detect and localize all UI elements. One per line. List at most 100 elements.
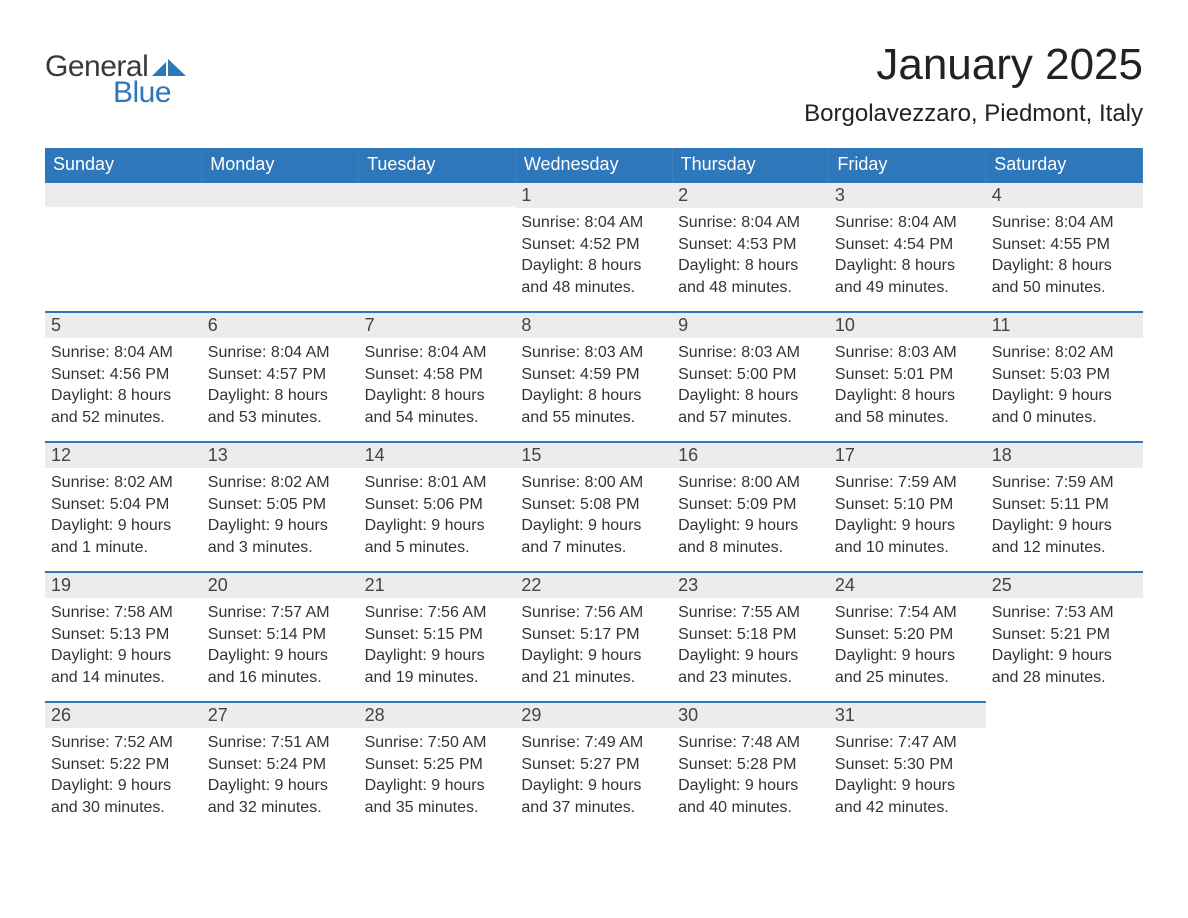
day-number: 29 bbox=[515, 703, 672, 728]
sunrise-text: Sunrise: 7:55 AM bbox=[678, 602, 823, 624]
day-number bbox=[45, 183, 202, 207]
daylight-line1: Daylight: 9 hours bbox=[365, 515, 510, 537]
sunset-text: Sunset: 5:22 PM bbox=[51, 754, 196, 776]
sunset-text: Sunset: 4:57 PM bbox=[208, 364, 353, 386]
day-number: 9 bbox=[672, 313, 829, 338]
month-title: January 2025 bbox=[804, 40, 1143, 90]
daylight-line2: and 8 minutes. bbox=[678, 537, 823, 559]
day-details: Sunrise: 7:56 AMSunset: 5:17 PMDaylight:… bbox=[515, 598, 672, 698]
sunrise-text: Sunrise: 8:04 AM bbox=[365, 342, 510, 364]
empty-cell bbox=[986, 702, 1143, 832]
day-cell: 23Sunrise: 7:55 AMSunset: 5:18 PMDayligh… bbox=[672, 572, 829, 702]
daylight-line2: and 30 minutes. bbox=[51, 797, 196, 819]
day-number: 23 bbox=[672, 573, 829, 598]
daylight-line2: and 21 minutes. bbox=[521, 667, 666, 689]
day-cell: 27Sunrise: 7:51 AMSunset: 5:24 PMDayligh… bbox=[202, 702, 359, 832]
daylight-line1: Daylight: 9 hours bbox=[208, 515, 353, 537]
day-number: 6 bbox=[202, 313, 359, 338]
day-number bbox=[202, 183, 359, 207]
day-cell: 8Sunrise: 8:03 AMSunset: 4:59 PMDaylight… bbox=[515, 312, 672, 442]
day-details: Sunrise: 8:01 AMSunset: 5:06 PMDaylight:… bbox=[359, 468, 516, 568]
daylight-line2: and 35 minutes. bbox=[365, 797, 510, 819]
weekday-header: Tuesday bbox=[359, 148, 516, 182]
day-details: Sunrise: 7:47 AMSunset: 5:30 PMDaylight:… bbox=[829, 728, 986, 828]
sunrise-text: Sunrise: 7:59 AM bbox=[992, 472, 1137, 494]
sunrise-text: Sunrise: 7:56 AM bbox=[365, 602, 510, 624]
daylight-line1: Daylight: 8 hours bbox=[365, 385, 510, 407]
sunset-text: Sunset: 5:20 PM bbox=[835, 624, 980, 646]
day-cell: 1Sunrise: 8:04 AMSunset: 4:52 PMDaylight… bbox=[515, 182, 672, 312]
calendar-week-row: 5Sunrise: 8:04 AMSunset: 4:56 PMDaylight… bbox=[45, 312, 1143, 442]
sunset-text: Sunset: 5:08 PM bbox=[521, 494, 666, 516]
day-details: Sunrise: 8:03 AMSunset: 5:00 PMDaylight:… bbox=[672, 338, 829, 438]
day-details: Sunrise: 7:54 AMSunset: 5:20 PMDaylight:… bbox=[829, 598, 986, 698]
daylight-line2: and 0 minutes. bbox=[992, 407, 1137, 429]
day-cell: 28Sunrise: 7:50 AMSunset: 5:25 PMDayligh… bbox=[359, 702, 516, 832]
day-cell: 10Sunrise: 8:03 AMSunset: 5:01 PMDayligh… bbox=[829, 312, 986, 442]
sunrise-text: Sunrise: 8:04 AM bbox=[208, 342, 353, 364]
daylight-line2: and 52 minutes. bbox=[51, 407, 196, 429]
sunset-text: Sunset: 5:21 PM bbox=[992, 624, 1137, 646]
sunset-text: Sunset: 4:56 PM bbox=[51, 364, 196, 386]
sunset-text: Sunset: 5:13 PM bbox=[51, 624, 196, 646]
sunset-text: Sunset: 4:55 PM bbox=[992, 234, 1137, 256]
sunset-text: Sunset: 5:30 PM bbox=[835, 754, 980, 776]
day-details: Sunrise: 7:59 AMSunset: 5:11 PMDaylight:… bbox=[986, 468, 1143, 568]
daylight-line1: Daylight: 8 hours bbox=[521, 385, 666, 407]
sunrise-text: Sunrise: 7:51 AM bbox=[208, 732, 353, 754]
daylight-line1: Daylight: 9 hours bbox=[208, 775, 353, 797]
daylight-line2: and 49 minutes. bbox=[835, 277, 980, 299]
day-number: 11 bbox=[986, 313, 1143, 338]
day-cell: 12Sunrise: 8:02 AMSunset: 5:04 PMDayligh… bbox=[45, 442, 202, 572]
day-number bbox=[986, 702, 1143, 726]
sunrise-text: Sunrise: 8:03 AM bbox=[678, 342, 823, 364]
daylight-line2: and 28 minutes. bbox=[992, 667, 1137, 689]
day-cell: 30Sunrise: 7:48 AMSunset: 5:28 PMDayligh… bbox=[672, 702, 829, 832]
sunrise-text: Sunrise: 7:52 AM bbox=[51, 732, 196, 754]
sunrise-text: Sunrise: 7:49 AM bbox=[521, 732, 666, 754]
sunset-text: Sunset: 5:15 PM bbox=[365, 624, 510, 646]
day-number: 26 bbox=[45, 703, 202, 728]
sunrise-text: Sunrise: 8:04 AM bbox=[678, 212, 823, 234]
sunset-text: Sunset: 5:25 PM bbox=[365, 754, 510, 776]
day-number: 10 bbox=[829, 313, 986, 338]
day-cell: 13Sunrise: 8:02 AMSunset: 5:05 PMDayligh… bbox=[202, 442, 359, 572]
weekday-header: Saturday bbox=[986, 148, 1143, 182]
daylight-line1: Daylight: 8 hours bbox=[678, 255, 823, 277]
sunset-text: Sunset: 5:04 PM bbox=[51, 494, 196, 516]
sunset-text: Sunset: 5:28 PM bbox=[678, 754, 823, 776]
day-details: Sunrise: 8:00 AMSunset: 5:08 PMDaylight:… bbox=[515, 468, 672, 568]
daylight-line1: Daylight: 9 hours bbox=[51, 645, 196, 667]
calendar-week-row: 12Sunrise: 8:02 AMSunset: 5:04 PMDayligh… bbox=[45, 442, 1143, 572]
daylight-line1: Daylight: 8 hours bbox=[992, 255, 1137, 277]
logo-text-blue: Blue bbox=[113, 76, 186, 110]
sunrise-text: Sunrise: 8:02 AM bbox=[992, 342, 1137, 364]
daylight-line2: and 57 minutes. bbox=[678, 407, 823, 429]
day-number: 21 bbox=[359, 573, 516, 598]
day-details: Sunrise: 8:02 AMSunset: 5:03 PMDaylight:… bbox=[986, 338, 1143, 438]
day-details: Sunrise: 7:58 AMSunset: 5:13 PMDaylight:… bbox=[45, 598, 202, 698]
daylight-line1: Daylight: 9 hours bbox=[521, 775, 666, 797]
sunrise-text: Sunrise: 7:54 AM bbox=[835, 602, 980, 624]
daylight-line2: and 55 minutes. bbox=[521, 407, 666, 429]
daylight-line1: Daylight: 9 hours bbox=[992, 515, 1137, 537]
sunrise-text: Sunrise: 8:04 AM bbox=[992, 212, 1137, 234]
daylight-line2: and 10 minutes. bbox=[835, 537, 980, 559]
sunset-text: Sunset: 5:10 PM bbox=[835, 494, 980, 516]
day-number: 28 bbox=[359, 703, 516, 728]
sunset-text: Sunset: 5:03 PM bbox=[992, 364, 1137, 386]
sunrise-text: Sunrise: 8:04 AM bbox=[51, 342, 196, 364]
day-details: Sunrise: 7:59 AMSunset: 5:10 PMDaylight:… bbox=[829, 468, 986, 568]
day-cell: 19Sunrise: 7:58 AMSunset: 5:13 PMDayligh… bbox=[45, 572, 202, 702]
sunrise-text: Sunrise: 8:03 AM bbox=[835, 342, 980, 364]
day-details: Sunrise: 7:52 AMSunset: 5:22 PMDaylight:… bbox=[45, 728, 202, 828]
sunrise-text: Sunrise: 7:59 AM bbox=[835, 472, 980, 494]
daylight-line2: and 7 minutes. bbox=[521, 537, 666, 559]
weekday-header: Wednesday bbox=[515, 148, 672, 182]
day-number: 24 bbox=[829, 573, 986, 598]
daylight-line2: and 54 minutes. bbox=[365, 407, 510, 429]
day-number: 12 bbox=[45, 443, 202, 468]
day-details: Sunrise: 7:55 AMSunset: 5:18 PMDaylight:… bbox=[672, 598, 829, 698]
day-cell: 3Sunrise: 8:04 AMSunset: 4:54 PMDaylight… bbox=[829, 182, 986, 312]
day-number bbox=[359, 183, 516, 207]
